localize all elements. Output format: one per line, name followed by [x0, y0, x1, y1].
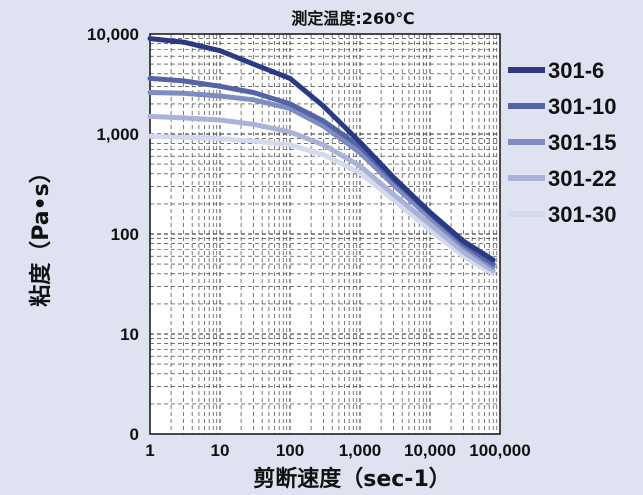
tick-labels: 1 10 100 1,000 10,000 100,000 0 10 100 1,000 10,00… [87, 25, 531, 460]
x-tick-label: 10 [211, 441, 230, 460]
x-tick-label: 100 [276, 441, 304, 460]
plot-frame [149, 33, 501, 435]
series-lines [147, 36, 496, 277]
legend-label-301-30: 301-30 [548, 202, 617, 227]
series-line-301-22 [147, 113, 496, 274]
series-line-301-15 [147, 90, 496, 270]
x-tick-label: 100,000 [469, 441, 530, 460]
y-tick-label: 0 [130, 425, 139, 444]
y-axis-title: 粘度（Pa•s） [28, 161, 54, 307]
x-tick-label: 10,000 [404, 441, 456, 460]
y-tick-label: 100 [111, 225, 139, 244]
series-line-301-6 [147, 36, 496, 263]
legend: 301-6 301-10 301-15 301-22 301-30 [508, 58, 617, 227]
series-line-301-30 [147, 133, 496, 277]
chart-title: 測定温度:260℃ [291, 9, 414, 28]
legend-label-301-10: 301-10 [548, 94, 617, 119]
x-axis-title: 剪断速度（sec-1） [253, 466, 451, 492]
legend-label-301-6: 301-6 [548, 58, 604, 83]
x-tick-label: 1,000 [339, 441, 382, 460]
legend-label-301-15: 301-15 [548, 130, 617, 155]
y-tick-label: 10 [120, 325, 139, 344]
y-tick-label: 1,000 [96, 125, 139, 144]
x-tick-label: 1 [145, 441, 154, 460]
legend-label-301-22: 301-22 [548, 166, 617, 191]
y-tick-label: 10,000 [87, 25, 139, 44]
